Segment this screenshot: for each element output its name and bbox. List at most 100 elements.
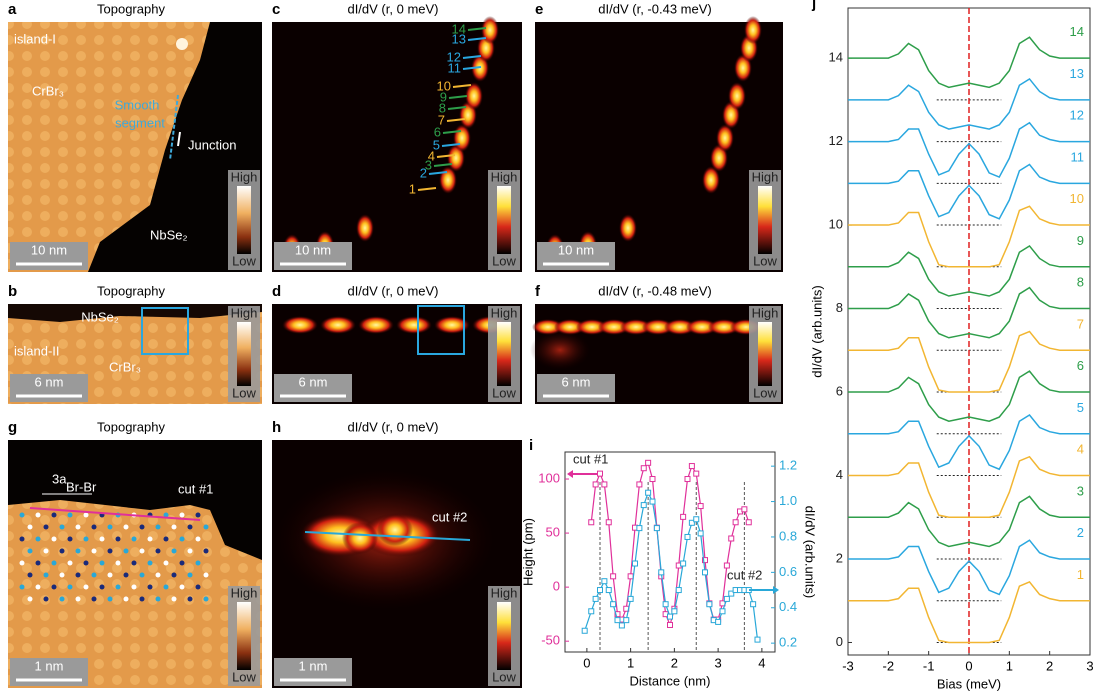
lattice-site [68,561,73,566]
lattice-site [100,585,105,590]
lattice-site [68,513,73,518]
y2-tick-label: 1.0 [779,493,797,508]
panel-letter: g [8,419,17,436]
lattice-site [180,585,185,590]
colorbar-high: High [491,169,518,184]
series-label: 11 [1071,149,1085,164]
data-point [650,477,655,482]
lattice-site [52,585,57,590]
image-label: cut #1 [178,481,213,496]
x-tick-label: 4 [758,655,765,670]
image-label: Junction [188,137,236,152]
data-point [698,531,703,536]
y-tick-label: 14 [829,50,843,65]
lattice-site [36,585,41,590]
data-point [628,596,633,601]
colorbar-low: Low [232,669,256,684]
data-point [641,503,646,508]
series-label: 3 [1077,483,1084,498]
panel-title: dI/dV (r, -0.48 meV) [598,283,711,298]
panel-letter: e [535,1,543,18]
lattice-site [180,537,185,542]
lattice-site [116,537,121,542]
data-point [668,614,673,619]
lattice-site [76,573,81,578]
data-point [694,517,699,522]
lattice-site [60,549,65,554]
series-label: cut #2 [727,567,762,582]
data-point [659,570,664,575]
lattice-site [100,561,105,566]
series-label: 7 [1077,316,1084,331]
lattice-site [196,537,201,542]
lattice-site [188,549,193,554]
lattice-site [132,537,137,542]
data-point [589,609,594,614]
lattice-site [188,525,193,530]
y-tick-label: 8 [836,300,843,315]
data-point [593,596,598,601]
series-label: 4 [1077,442,1084,457]
lattice-site [204,525,209,530]
series-label: 1 [1077,567,1084,582]
panel-letter: b [8,283,17,300]
x-tick-label: 3 [715,655,722,670]
data-point [598,471,603,476]
data-point [606,520,611,525]
lattice-site [156,525,161,530]
lattice-site [140,573,145,578]
data-point [646,460,651,465]
series-label: 6 [1077,358,1084,373]
data-point [676,588,681,593]
y-tick-label: -50 [541,633,560,648]
lattice-site [148,561,153,566]
image-label: NbSe₂ [150,227,188,242]
panel-letter: f [535,283,541,300]
image-label: island-II [14,343,60,358]
lattice-site [84,537,89,542]
data-point [703,570,708,575]
data-point [611,574,616,579]
lattice-site [164,561,169,566]
colorbar [237,322,251,386]
lattice-site [20,537,25,542]
image-label: Br-Br [66,479,97,494]
map-feature [320,316,356,334]
data-point [602,579,607,584]
x-tick-label: 3 [1086,658,1093,673]
colorbar [497,602,511,670]
data-point [615,618,620,623]
panel-title: Topography [97,1,165,16]
map-feature [619,214,637,242]
lattice-site [44,525,49,530]
panel-letter: a [8,1,17,18]
x-axis-label: Bias (meV) [937,676,1001,691]
y-tick-label: 100 [538,470,560,485]
colorbar-high: High [752,169,779,184]
lattice-site [156,549,161,554]
scale-label: 10 nm [31,242,67,257]
x-tick-label: 0 [965,658,972,673]
lattice-site [76,525,81,530]
image-label: NbSe₂ [81,309,119,324]
lattice-site [68,537,73,542]
data-point [598,588,603,593]
data-point [694,471,699,476]
data-point [707,602,712,607]
panel-title: dI/dV (r, 0 meV) [347,283,438,298]
lattice-site [188,597,193,602]
colorbar [237,186,251,254]
lattice-site [124,549,129,554]
data-point [646,490,651,495]
panel-title: Topography [97,283,165,298]
lattice-site [108,549,113,554]
lattice-site [28,525,33,530]
map-feature [396,316,432,334]
lattice-site [124,573,129,578]
scale-label: 1 nm [35,658,64,673]
data-point [628,574,633,579]
data-point [698,504,703,509]
lattice-site [92,549,97,554]
series-arrowhead [773,586,779,594]
lattice-site [60,597,65,602]
